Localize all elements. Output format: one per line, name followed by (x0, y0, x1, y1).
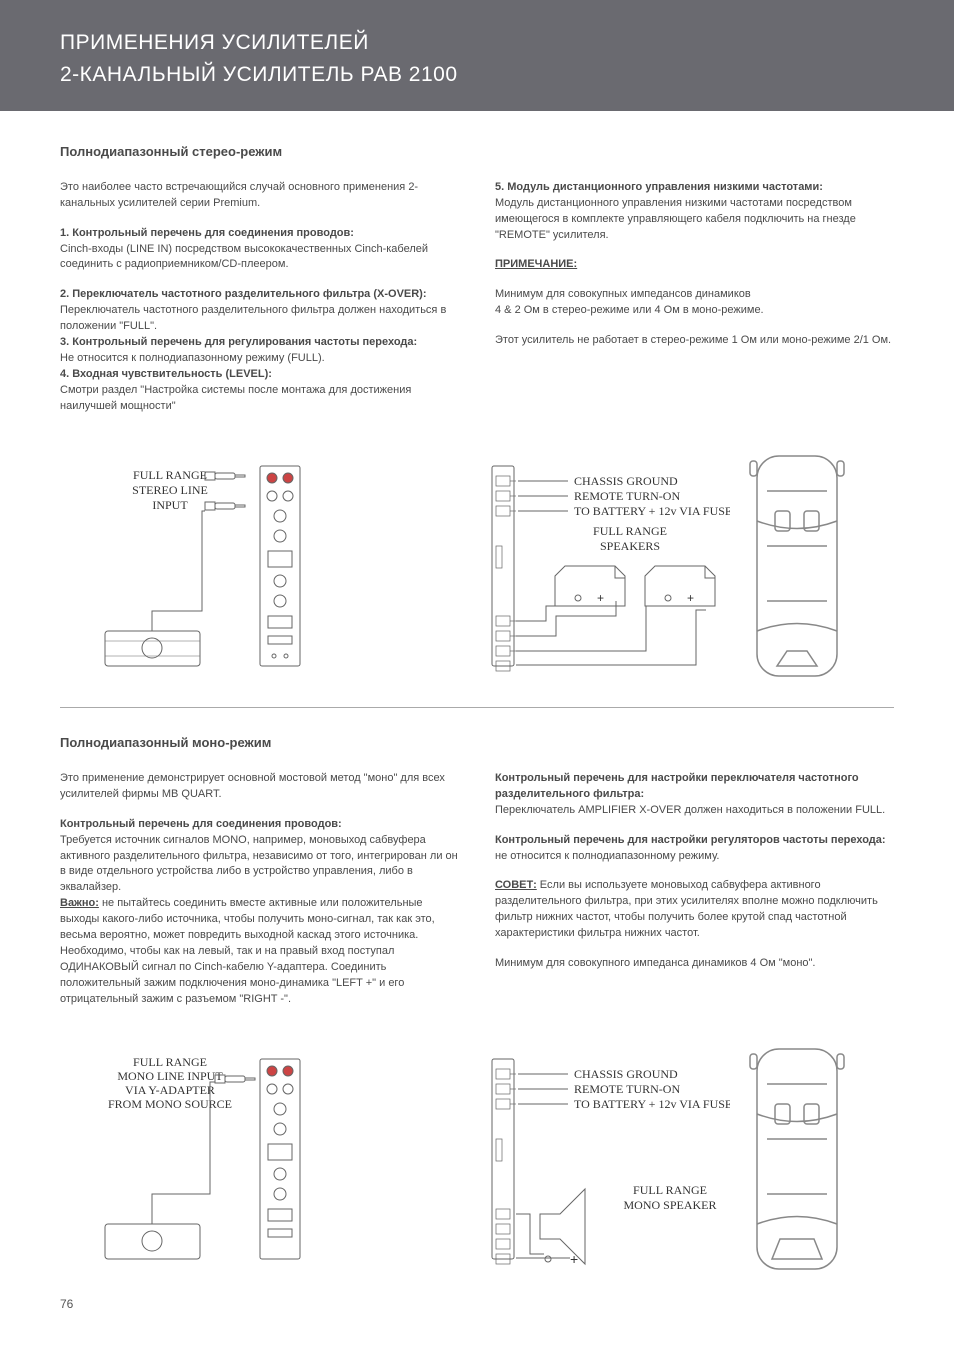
section1-item2: 2. Переключатель частотного разделительн… (60, 287, 459, 335)
min-imp: Минимум для совокупного импеданса динами… (495, 956, 894, 972)
section1-item1: 1. Контрольный перечень для соединения п… (60, 226, 459, 274)
svg-text:FROM MONO SOURCE: FROM MONO SOURCE (108, 1097, 232, 1111)
svg-text:MONO LINE INPUT: MONO LINE INPUT (117, 1069, 223, 1083)
section2-right-col: Контрольный перечень для настройки перек… (495, 771, 894, 1022)
section2-columns: Это применение демонстрирует основной мо… (60, 771, 894, 1022)
item1-body: Cinch-входы (LINE IN) посредством высоко… (60, 243, 428, 271)
item5-body: Модуль дистанционного управления низкими… (495, 197, 856, 241)
svg-text:REMOTE TURN-ON: REMOTE TURN-ON (574, 489, 680, 503)
item2-title: 2. Переключатель частотного разделительн… (60, 288, 427, 300)
item1-title: 1. Контрольный перечень для соединения п… (60, 227, 354, 239)
svg-text:+: + (597, 591, 604, 605)
svg-text:TO BATTERY + 12v VIA FUSE: TO BATTERY + 12v VIA FUSE (574, 1097, 730, 1111)
diagram2-svg: FULL RANGE MONO LINE INPUT VIA Y-ADAPTER… (60, 1044, 730, 1274)
section1-left-col: Это наиболее часто встречающийся случай … (60, 180, 459, 429)
car-icon (742, 451, 852, 681)
section2-left-col: Это применение демонстрирует основной мо… (60, 771, 459, 1022)
svg-text:MONO SPEAKER: MONO SPEAKER (623, 1198, 716, 1212)
svg-text:FULL RANGE: FULL RANGE (133, 468, 207, 482)
header-subtitle: 2-КАНАЛЬНЫЙ УСИЛИТЕЛЬ PAB 2100 (60, 60, 894, 90)
note-line2: 4 & 2 Ом в стерео-режиме или 4 Ом в моно… (495, 303, 894, 319)
svg-text:+: + (687, 591, 694, 605)
section1-item3: 3. Контрольный перечень для регулировани… (60, 335, 459, 367)
freq-check: Контрольный перечень для настройки регул… (495, 833, 894, 865)
wires-title: Контрольный перечень для соединения пров… (60, 817, 459, 833)
xover-check: Контрольный перечень для настройки перек… (495, 771, 894, 819)
item2-body: Переключатель частотного разделительного… (60, 304, 446, 332)
svg-text:FULL RANGE: FULL RANGE (633, 1183, 707, 1197)
svg-text:FULL RANGE: FULL RANGE (133, 1055, 207, 1069)
page-number: 76 (0, 1292, 954, 1329)
item3-title: 3. Контрольный перечень для регулировани… (60, 336, 417, 348)
page-header: ПРИМЕНЕНИЯ УСИЛИТЕЛЕЙ 2-КАНАЛЬНЫЙ УСИЛИТ… (0, 0, 954, 111)
content-area: Полнодиапазонный стерео-режим Это наибол… (0, 111, 954, 1292)
section1-right-col: 5. Модуль дистанционного управления низк… (495, 180, 894, 429)
note-label: ПРИМЕЧАНИЕ: (495, 257, 894, 273)
note-line1: Минимум для совокупных импедансов динами… (495, 287, 894, 303)
diagram1: FULL RANGE STEREO LINE INPUT (60, 451, 894, 681)
item5-title: 5. Модуль дистанционного управления низк… (495, 181, 823, 193)
svg-text:CHASSIS GROUND: CHASSIS GROUND (574, 1067, 678, 1081)
wires-body: Требуется источник сигналов MONO, наприм… (60, 833, 459, 897)
tip-label: СОВЕТ: (495, 879, 537, 891)
section2-intro: Это применение демонстрирует основной мо… (60, 771, 459, 803)
header-title: ПРИМЕНЕНИЯ УСИЛИТЕЛЕЙ (60, 28, 894, 58)
important-body: не пытайтесь соединить вместе активные и… (60, 897, 435, 1005)
item3-body: Не относится к полнодиапазонному режиму … (60, 352, 325, 364)
important-note: Важно: не пытайтесь соединить вместе акт… (60, 896, 459, 1008)
item4-body: Смотри раздел "Настройка системы после м… (60, 384, 411, 412)
svg-text:STEREO LINE: STEREO LINE (132, 483, 208, 497)
svg-text:REMOTE TURN-ON: REMOTE TURN-ON (574, 1082, 680, 1096)
svg-text:TO BATTERY + 12v VIA FUSE: TO BATTERY + 12v VIA FUSE (574, 504, 730, 518)
section1-intro: Это наиболее часто встречающийся случай … (60, 180, 459, 212)
diagram1-svg: FULL RANGE STEREO LINE INPUT (60, 451, 730, 681)
car-icon (742, 1044, 852, 1274)
svg-text:INPUT: INPUT (152, 498, 188, 512)
item4-title: 4. Входная чувствительность (LEVEL): (60, 368, 272, 380)
tip: СОВЕТ: Если вы используете моновыход саб… (495, 878, 894, 942)
section2-heading: Полнодиапазонный моно-режим (60, 734, 894, 753)
tip-body: Если вы используете моновыход сабвуфера … (495, 879, 878, 939)
svg-text:VIA Y-ADAPTER: VIA Y-ADAPTER (125, 1083, 215, 1097)
section1-columns: Это наиболее часто встречающийся случай … (60, 180, 894, 429)
divider (60, 707, 894, 708)
svg-text:CHASSIS GROUND: CHASSIS GROUND (574, 474, 678, 488)
diagram2: FULL RANGE MONO LINE INPUT VIA Y-ADAPTER… (60, 1044, 894, 1274)
section1-item4: 4. Входная чувствительность (LEVEL): Смо… (60, 367, 459, 415)
svg-text:SPEAKERS: SPEAKERS (600, 539, 660, 553)
note-line3: Этот усилитель не работает в стерео-режи… (495, 333, 894, 349)
svg-text:FULL RANGE: FULL RANGE (593, 524, 667, 538)
section1-item5: 5. Модуль дистанционного управления низк… (495, 180, 894, 244)
section1-heading: Полнодиапазонный стерео-режим (60, 143, 894, 162)
important-label: Важно: (60, 897, 99, 909)
svg-text:+: + (570, 1251, 578, 1267)
